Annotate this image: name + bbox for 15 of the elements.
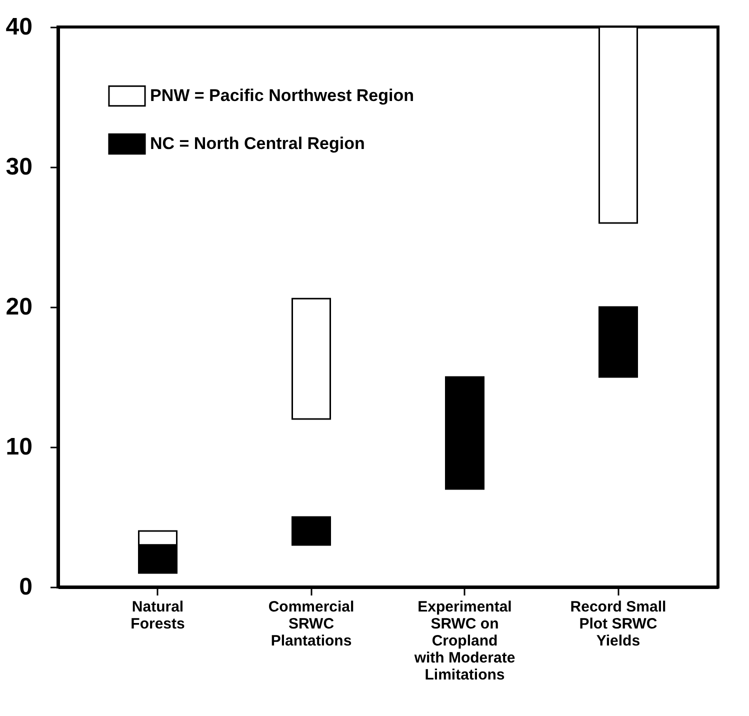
bar	[598, 306, 638, 378]
legend-label: NC = North Central Region	[150, 134, 365, 153]
bar	[292, 516, 332, 546]
x-tick-label: Commercial SRWC Plantations	[268, 598, 354, 650]
bar	[292, 298, 332, 420]
x-tick-label: Experimental SRWC on Cropland with Moderate Limitations	[413, 598, 516, 684]
legend-label: PNW = Pacific Northwest Region	[150, 86, 414, 105]
x-tick-label: Record Small Plot SRWC Yields	[570, 598, 666, 650]
y-tick-label: 20	[6, 294, 32, 320]
x-tick-label: Natural Forests	[130, 598, 185, 632]
y-tick-label: 0	[19, 574, 32, 600]
bar	[444, 376, 484, 490]
y-tick-label: 30	[6, 154, 32, 180]
y-tick-label: 10	[6, 434, 32, 460]
y-tick-label: 40	[6, 14, 32, 40]
